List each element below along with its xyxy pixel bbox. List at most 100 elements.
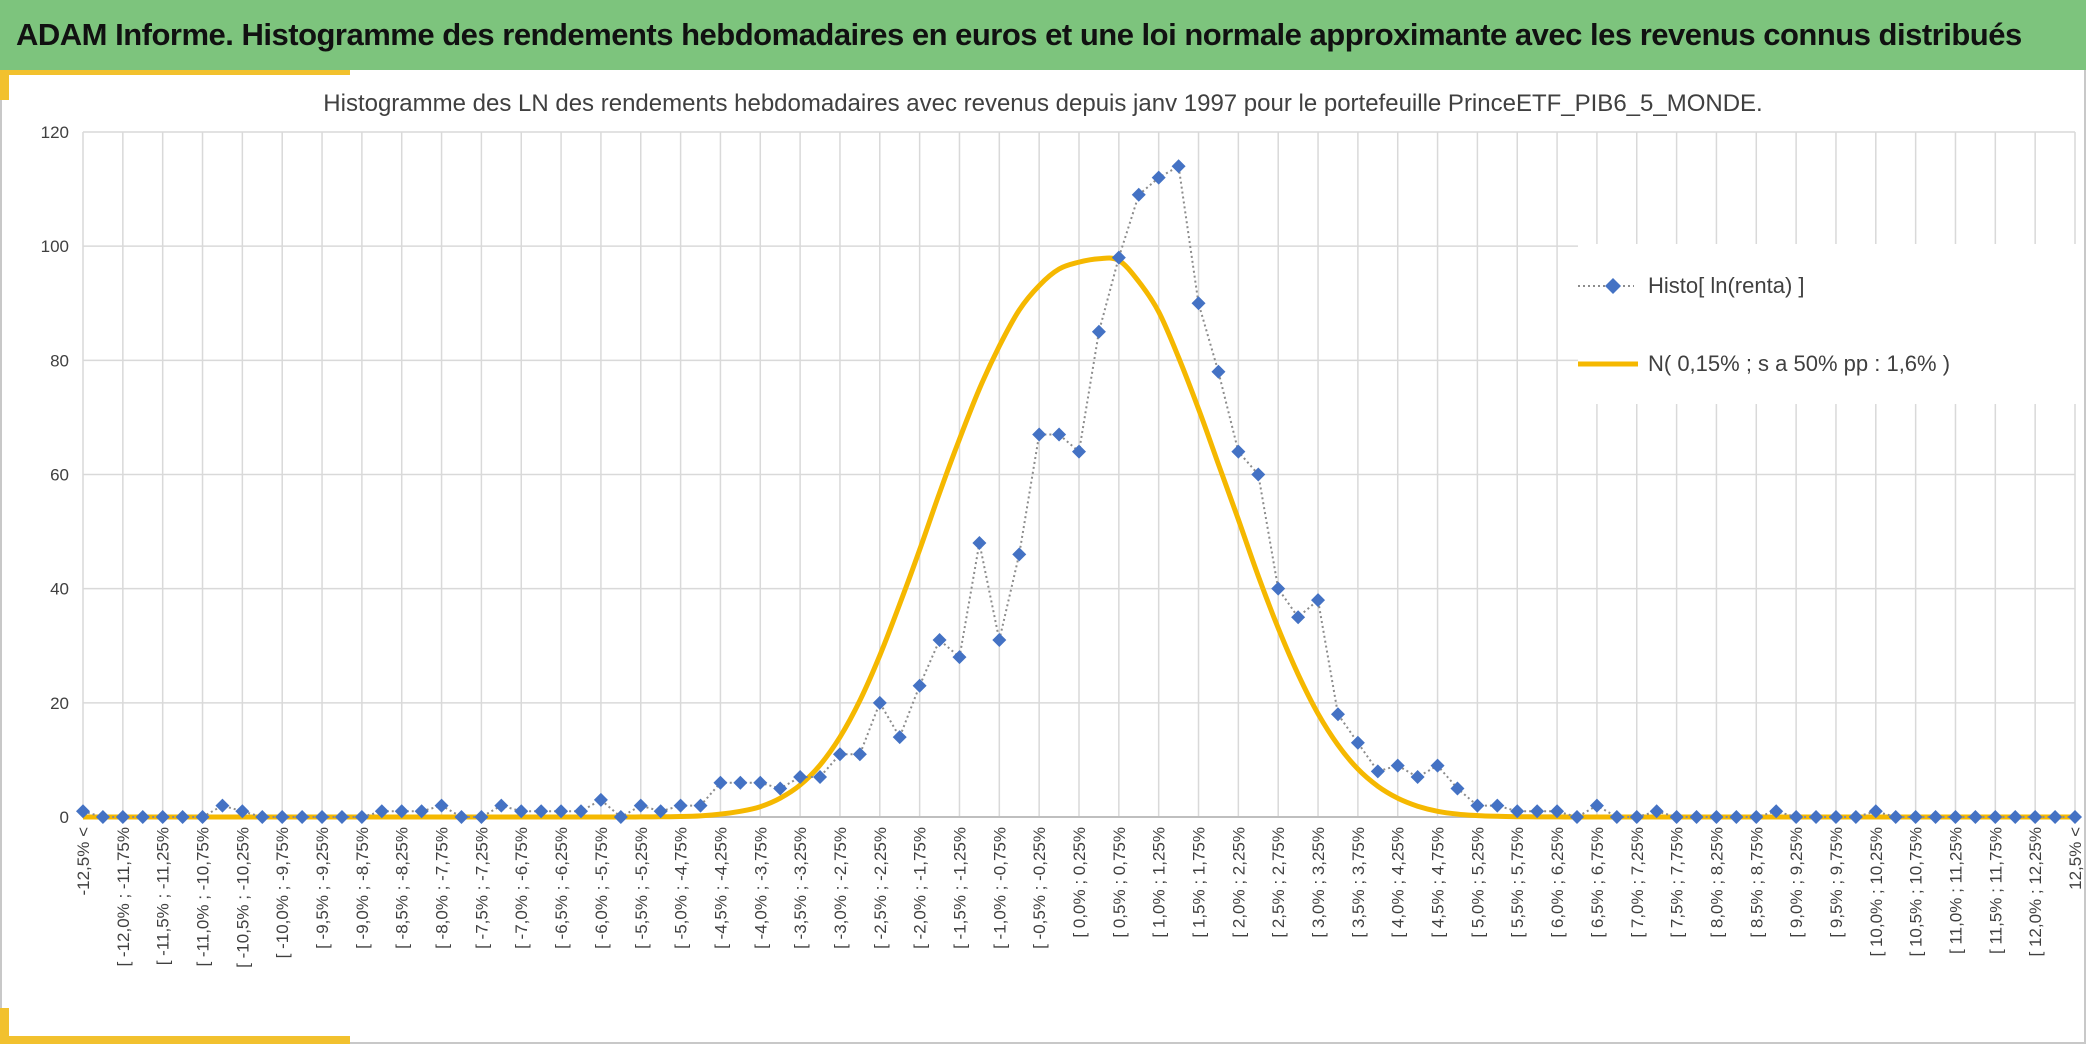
- histo-point: [1789, 810, 1804, 824]
- x-tick-label: [ 10,5% ; 10,75%: [1907, 827, 1926, 956]
- histo-point: [1490, 798, 1505, 813]
- x-tick-label: [ 11,5% ; 11,75%: [1986, 827, 2005, 954]
- y-tick-label: 120: [41, 123, 69, 142]
- histo-point: [2048, 810, 2063, 824]
- histo-point: [554, 804, 569, 819]
- x-tick-label: [ -8,5% ; -8,25%: [393, 827, 412, 949]
- histo-point: [852, 747, 867, 762]
- x-tick-label: [ -1,5% ; -1,25%: [950, 827, 969, 949]
- accent-bar-left-bottom: [0, 1008, 9, 1044]
- histo-point: [1510, 804, 1525, 819]
- histo-point: [1550, 804, 1565, 819]
- histo-point: [235, 804, 250, 819]
- histo-point: [2068, 810, 2082, 824]
- histo-point: [295, 810, 310, 824]
- x-tick-label: [ 0,5% ; 0,75%: [1110, 827, 1129, 938]
- histo-point: [1072, 444, 1086, 459]
- x-tick-label: [ 7,0% ; 7,25%: [1628, 827, 1647, 938]
- x-tick-label: [ 4,5% ; 4,75%: [1429, 827, 1448, 938]
- histo-point: [574, 804, 588, 819]
- histo-point: [1809, 810, 1824, 824]
- x-tick-label: [ 4,0% ; 4,25%: [1389, 827, 1408, 938]
- x-tick-label: [ -3,5% ; -3,25%: [791, 827, 810, 949]
- histo-point: [334, 810, 349, 824]
- histo-point: [1609, 810, 1624, 824]
- axis-layer: 0 20 40 60 80 100 120 -12,5% < [ -12,0% ; -11,75…: [41, 123, 2085, 968]
- histo-point: [534, 804, 549, 819]
- histo-point: [215, 798, 230, 813]
- histo-point: [693, 798, 708, 813]
- histo-point: [1848, 810, 1863, 824]
- legend-item-normal: N( 0,15% ; s a 50% pp : 1,6% ): [1578, 344, 1950, 384]
- histo-point: [1749, 810, 1764, 824]
- histo-point: [1410, 770, 1425, 785]
- histo-point: [454, 810, 469, 824]
- histo-point: [2008, 810, 2023, 824]
- report-banner: ADAM Informe. Histogramme des rendements…: [0, 0, 2086, 70]
- x-tick-label: [ 8,0% ; 8,25%: [1707, 827, 1726, 938]
- chart-legend: Histo[ ln(renta) ] N( 0,15% ; s a 50% pp…: [1578, 244, 2078, 404]
- x-tick-label: [ 8,5% ; 8,75%: [1747, 827, 1766, 938]
- x-tick-label: [ -0,5% ; -0,25%: [1030, 827, 1049, 949]
- x-tick-label: [ 6,0% ; 6,25%: [1548, 827, 1567, 938]
- normal-legend-line-icon: [1578, 361, 1638, 367]
- x-tick-label: [ -5,5% ; -5,25%: [632, 827, 651, 949]
- accent-bar-top: [0, 70, 350, 75]
- histo-point: [1769, 804, 1784, 819]
- histo-point: [613, 810, 628, 824]
- histo-point: [394, 804, 409, 819]
- histo-point: [155, 810, 170, 824]
- histo-point: [1091, 324, 1106, 339]
- x-tick-label: [ -12,0% ; -11,75%: [114, 827, 133, 967]
- histo-point: [1589, 798, 1604, 813]
- x-tick-label: [ 7,5% ; 7,75%: [1668, 827, 1687, 938]
- x-tick-label: [ -2,5% ; -2,25%: [871, 827, 890, 949]
- x-tick-label: [ -11,0% ; -10,75%: [194, 827, 213, 967]
- histo-point: [972, 536, 987, 550]
- histo-point: [115, 810, 130, 824]
- histo-point: [813, 770, 828, 785]
- histo-legend-marker-icon: [1578, 278, 1634, 294]
- x-tick-label: [ 2,5% ; 2,75%: [1269, 827, 1288, 938]
- histo-point: [135, 810, 150, 824]
- y-tick-label: 0: [60, 808, 69, 827]
- histo-point: [1948, 810, 1963, 824]
- histo-point: [1470, 798, 1485, 813]
- histo-point: [992, 633, 1007, 648]
- legend-item-histo: Histo[ ln(renta) ]: [1578, 266, 1805, 306]
- histo-point: [773, 781, 788, 796]
- histo-point: [593, 792, 608, 807]
- legend-label-histo: Histo[ ln(renta) ]: [1648, 273, 1805, 298]
- histo-point: [633, 798, 648, 813]
- x-tick-label: [ -8,0% ; -7,75%: [433, 827, 452, 949]
- histo-point: [1390, 758, 1405, 773]
- histo-point: [793, 770, 808, 785]
- y-tick-label: 100: [41, 237, 69, 256]
- histo-point: [1629, 810, 1644, 824]
- histo-point: [1570, 810, 1584, 824]
- histo-point: [653, 804, 668, 819]
- histo-point: [753, 775, 768, 790]
- histo-point: [1151, 170, 1166, 185]
- histo-point: [912, 678, 927, 693]
- x-tick-label: [ -1,0% ; -0,75%: [990, 827, 1009, 949]
- histo-point: [175, 810, 190, 824]
- accent-bar-bottom: [0, 1036, 350, 1044]
- x-tick-label: [ 1,5% ; 1,75%: [1190, 827, 1209, 938]
- histo-point: [1530, 804, 1545, 819]
- histo-point: [434, 798, 449, 813]
- histo-point: [1988, 810, 2003, 824]
- histo-point: [1131, 187, 1146, 202]
- histo-point: [952, 650, 967, 665]
- x-tick-label: [ -4,5% ; -4,25%: [711, 827, 730, 949]
- x-tick-label: [ -4,0% ; -3,75%: [751, 827, 770, 949]
- histo-point: [255, 810, 270, 824]
- histo-point: [1370, 764, 1385, 779]
- histo-point: [275, 810, 290, 824]
- x-tick-label: [ -7,5% ; -7,25%: [472, 827, 491, 949]
- x-tick-label: [ -9,0% ; -8,75%: [353, 827, 372, 949]
- histo-point: [95, 810, 110, 824]
- histo-point: [1928, 810, 1943, 824]
- histo-point: [1291, 610, 1306, 625]
- histo-point: [1669, 810, 1684, 824]
